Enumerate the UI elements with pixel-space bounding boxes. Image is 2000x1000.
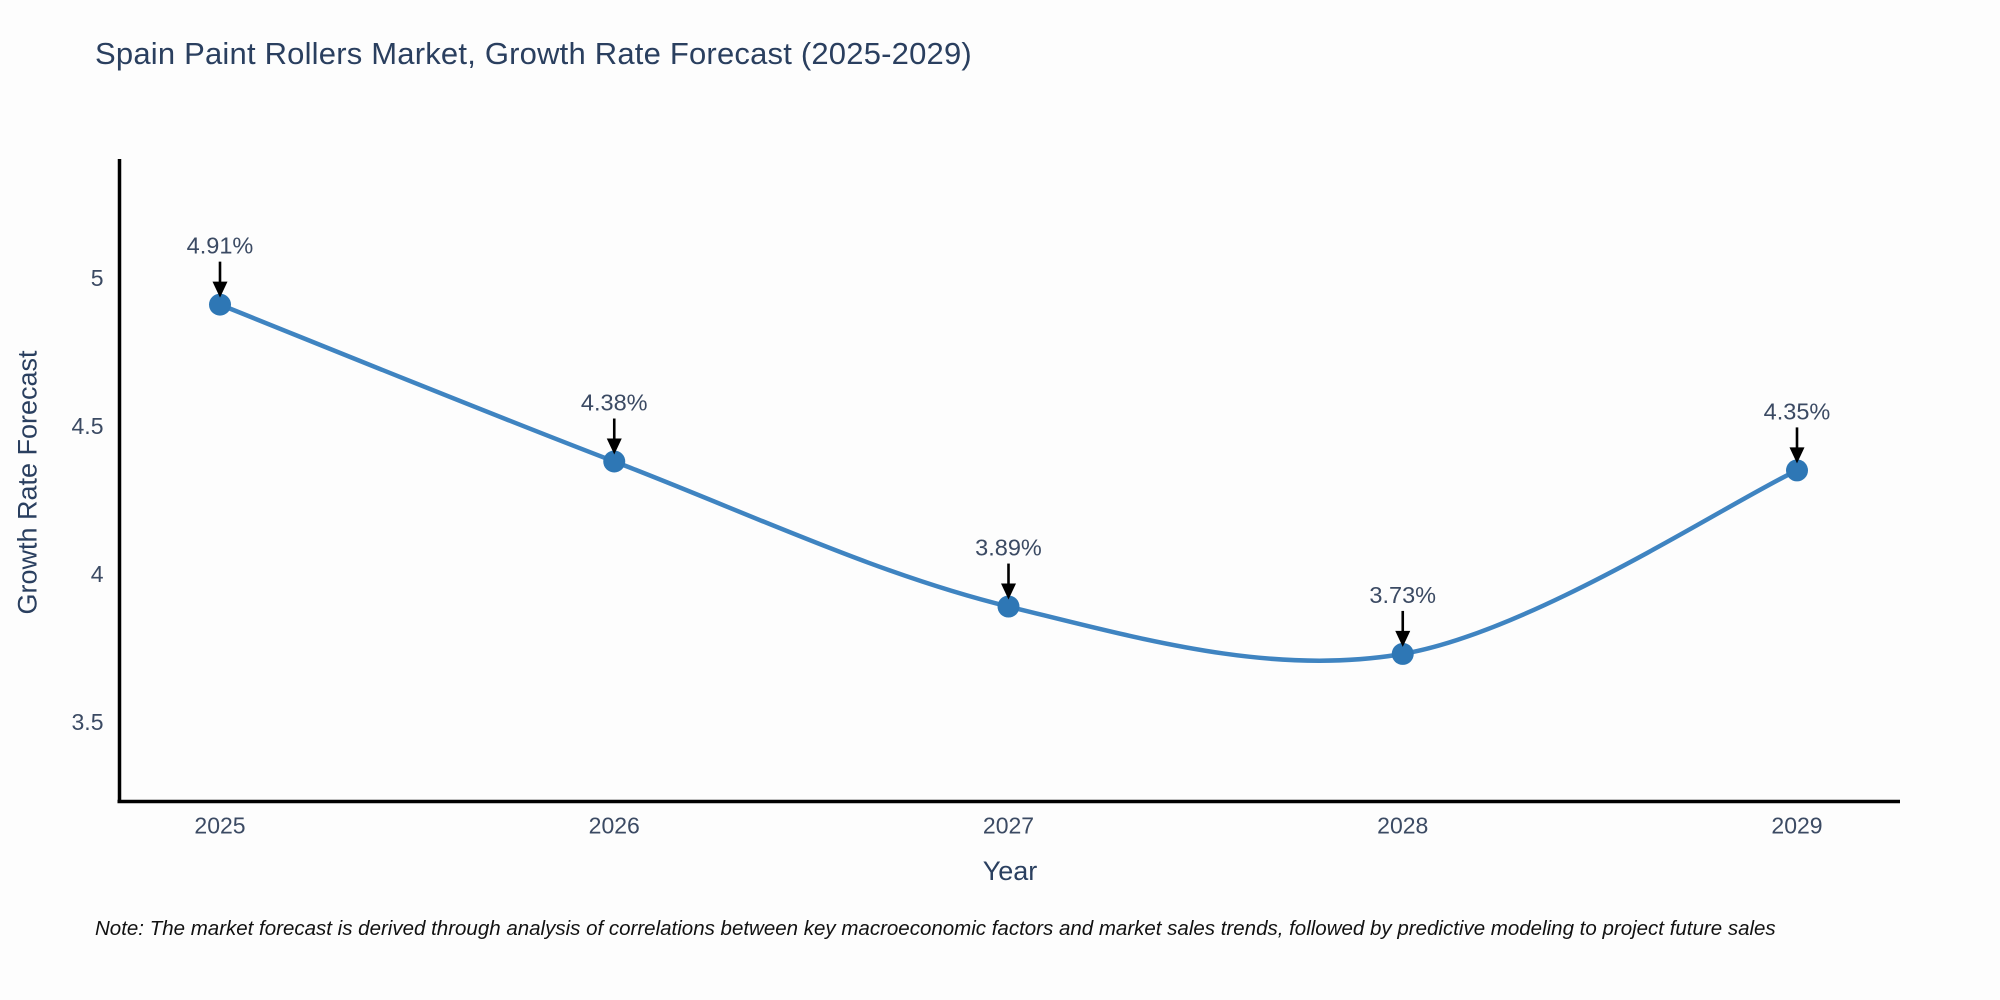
x-tick-label: 2028 [1377,813,1428,839]
x-axis-title: Year [982,856,1038,886]
data-point-label: 3.89% [975,535,1042,561]
data-point-marker [997,595,1020,618]
annotation-arrowhead [606,438,622,455]
annotation-arrowhead [1789,447,1805,464]
x-tick-label: 2029 [1771,813,1822,839]
data-point-label: 3.73% [1369,582,1436,608]
chart-title: Spain Paint Rollers Market, Growth Rate … [95,36,972,71]
x-tick-label: 2025 [194,813,245,839]
y-tick-label: 5 [91,265,104,291]
data-point-marker [1786,459,1808,482]
y-tick-label: 4 [91,561,104,587]
annotation-arrowhead [212,281,228,298]
annotation-arrowhead [1001,583,1016,600]
x-tick-label: 2027 [983,813,1034,839]
data-point-label: 4.91% [187,233,254,259]
data-point-label: 4.38% [581,390,648,416]
y-tick-label: 4.5 [72,413,104,439]
annotation-arrowhead [1395,630,1411,647]
data-point-marker [1391,642,1414,665]
x-tick-label: 2026 [589,813,640,839]
y-tick-label: 3.5 [72,709,104,735]
data-point-marker [209,293,231,316]
data-point-label: 4.35% [1764,398,1831,424]
chart-footnote: Note: The market forecast is derived thr… [95,917,1776,940]
data-point-marker [603,450,626,473]
